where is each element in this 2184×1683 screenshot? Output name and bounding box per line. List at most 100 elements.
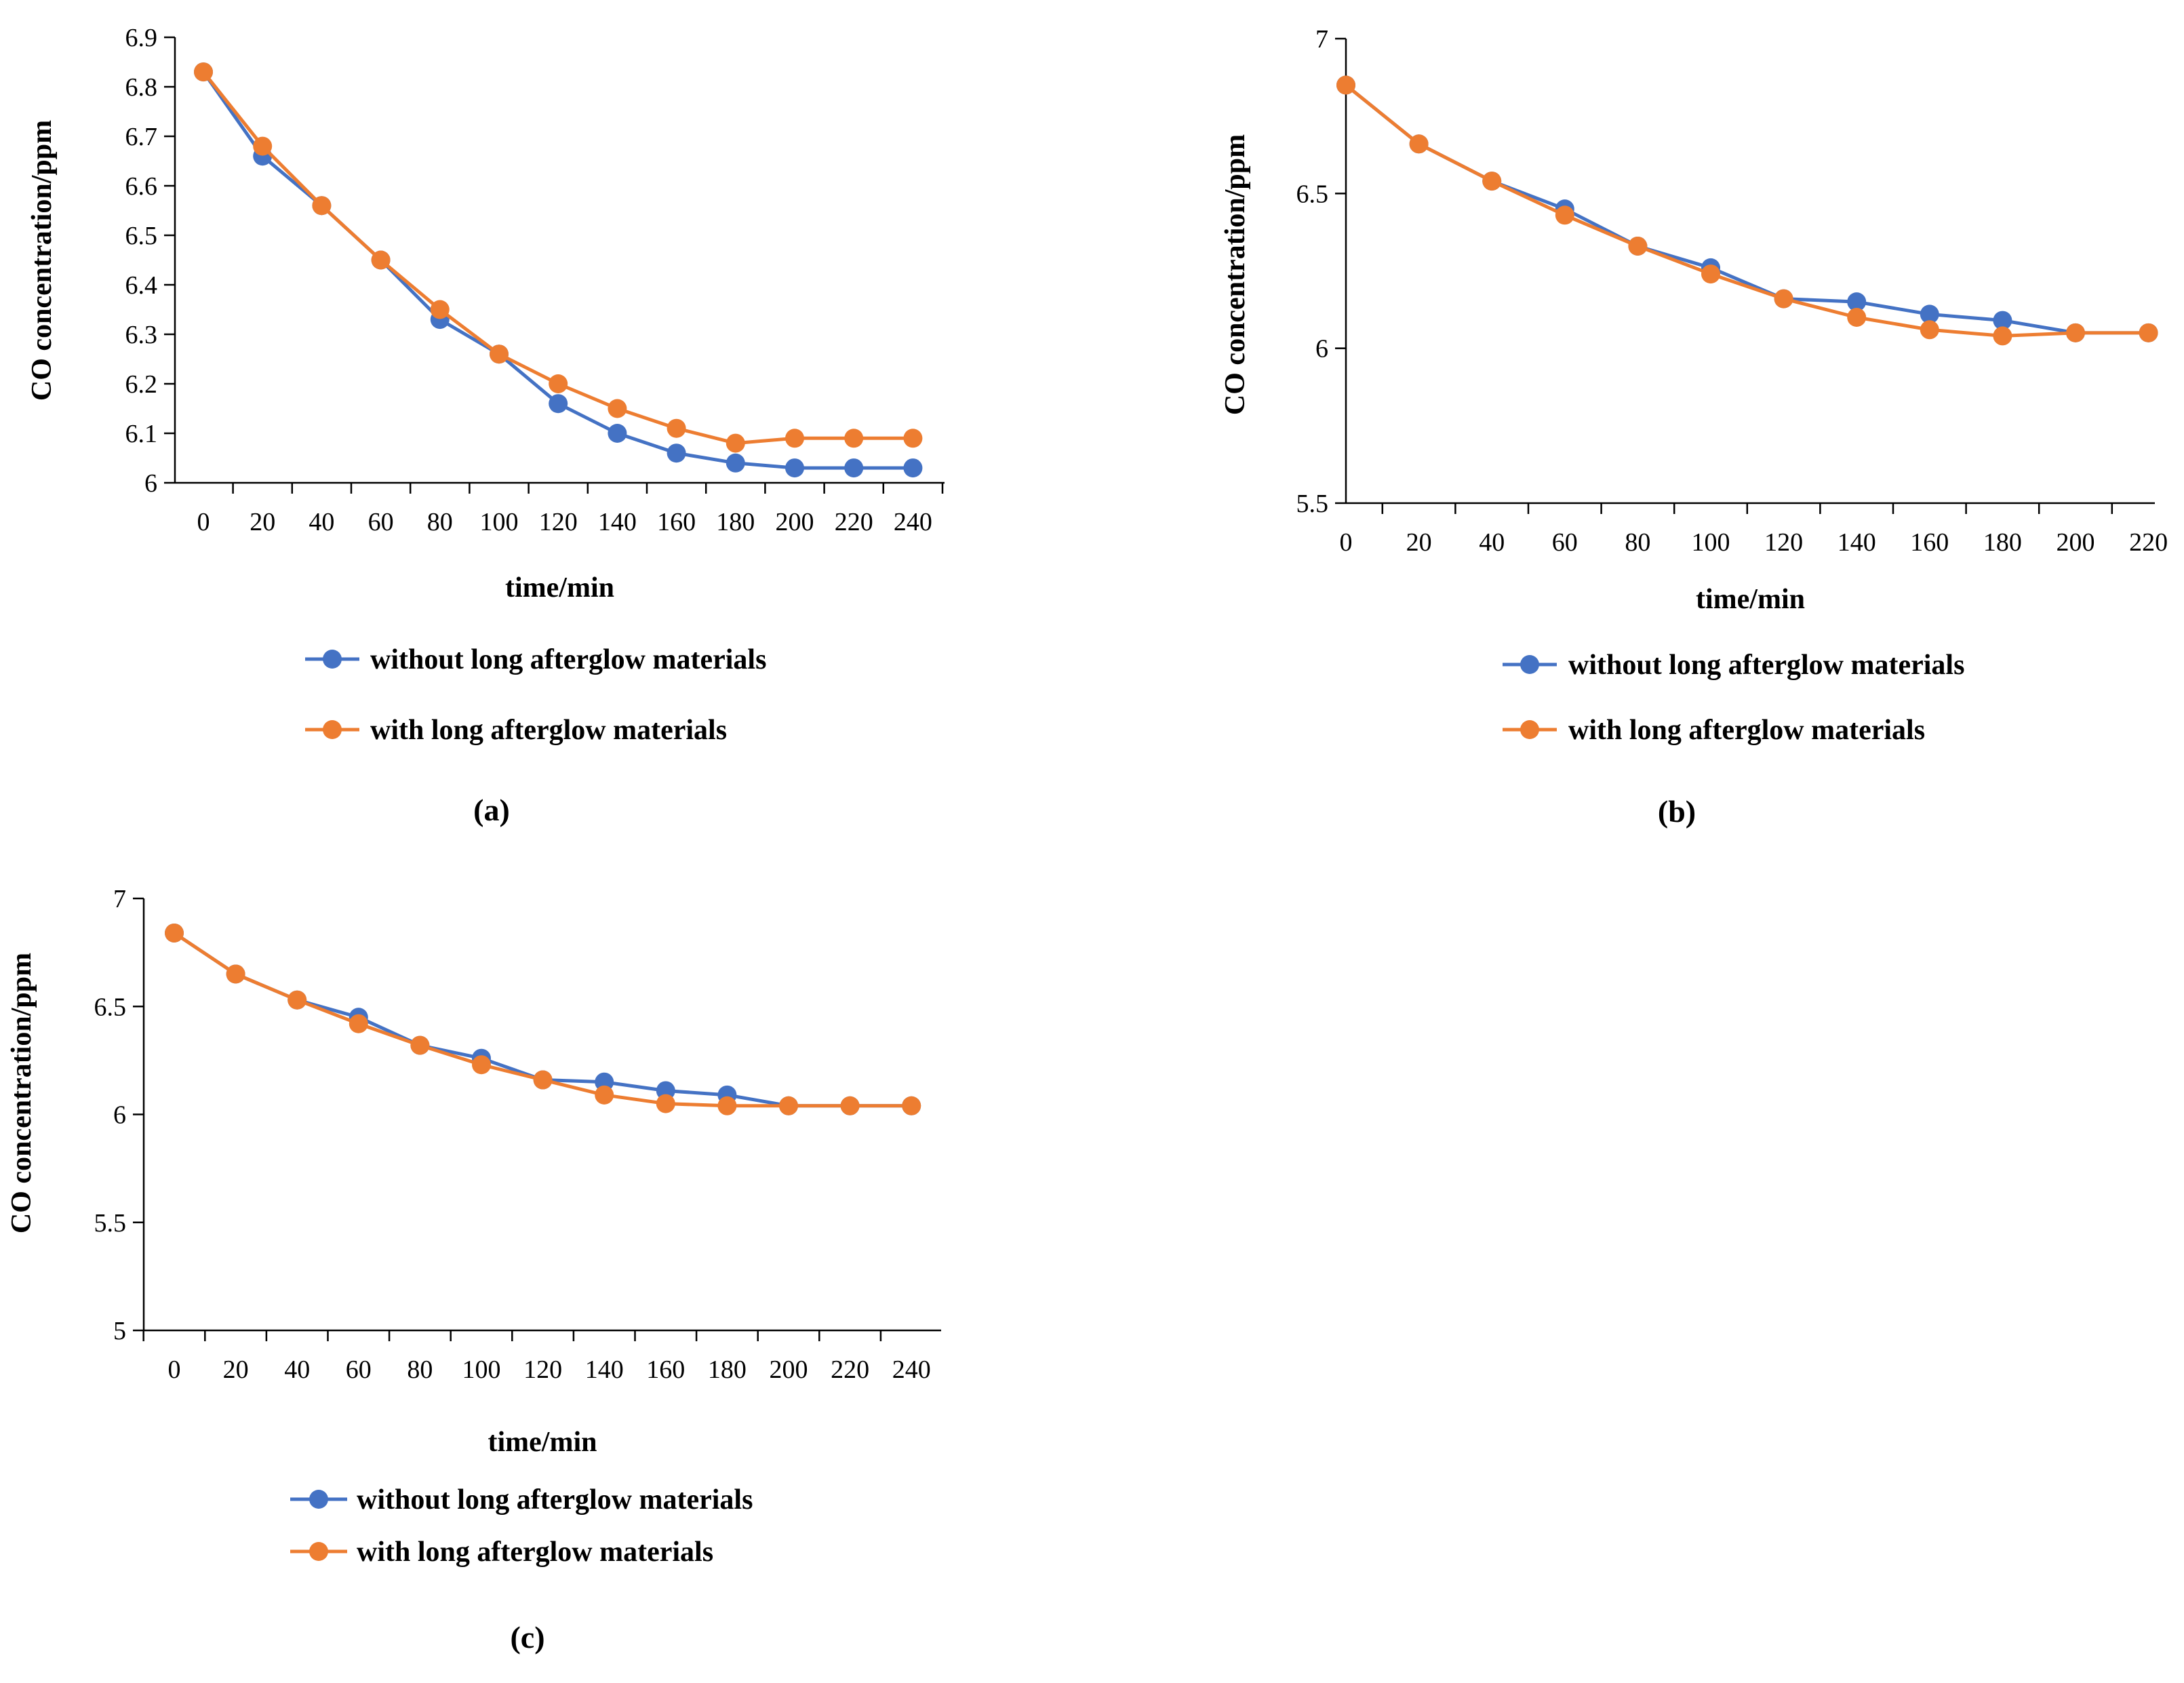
data-point bbox=[726, 433, 745, 453]
data-point bbox=[779, 1096, 798, 1115]
x-tick-label: 120 bbox=[1764, 528, 1803, 557]
series-without-afterglow bbox=[1336, 75, 2158, 342]
x-tick-label: 140 bbox=[585, 1355, 624, 1384]
data-point bbox=[2066, 323, 2085, 342]
x-tick-label: 180 bbox=[1983, 528, 2022, 557]
data-point bbox=[785, 458, 804, 478]
legend-marker-without bbox=[309, 1490, 328, 1509]
data-point bbox=[165, 923, 184, 943]
x-tick-label: 160 bbox=[1910, 528, 1949, 557]
data-point bbox=[371, 250, 391, 270]
series-without-afterglow bbox=[194, 62, 923, 478]
data-point bbox=[656, 1094, 675, 1113]
x-tick-label: 200 bbox=[2057, 528, 2095, 557]
data-point bbox=[253, 136, 273, 156]
x-tick-label: 140 bbox=[598, 508, 637, 536]
data-point bbox=[1920, 304, 1939, 324]
data-point bbox=[717, 1096, 737, 1115]
data-point bbox=[1628, 236, 1648, 256]
series-with-afterglow bbox=[1336, 75, 2158, 346]
y-tick-label: 6.5 bbox=[94, 993, 127, 1021]
legend-label-with: with long afterglow materials bbox=[370, 715, 727, 746]
legend-marker-with bbox=[309, 1542, 328, 1561]
x-axis-title: time/min bbox=[505, 572, 614, 603]
y-tick-label: 6.1 bbox=[125, 420, 158, 448]
data-point bbox=[1555, 205, 1574, 225]
x-tick-label: 20 bbox=[250, 508, 275, 536]
y-tick-label: 7 bbox=[113, 885, 126, 913]
x-tick-label: 180 bbox=[716, 508, 755, 536]
data-point bbox=[903, 429, 923, 448]
data-point bbox=[595, 1085, 614, 1105]
x-tick-label: 220 bbox=[831, 1355, 869, 1384]
legend-label-with: with long afterglow materials bbox=[357, 1537, 713, 1568]
data-point bbox=[287, 990, 307, 1010]
x-tick-label: 60 bbox=[346, 1355, 372, 1384]
data-point bbox=[1701, 264, 1720, 284]
y-tick-label: 6.3 bbox=[125, 321, 158, 349]
data-point bbox=[667, 418, 686, 438]
x-tick-label: 0 bbox=[1340, 528, 1353, 557]
legend-label-without: without long afterglow materials bbox=[370, 644, 766, 675]
data-point bbox=[1847, 308, 1867, 327]
x-tick-label: 60 bbox=[368, 508, 394, 536]
chart-panel-c: 5 5.5 6 6.5 7 0 20 40 60 80 100 120 140 160 180 200 220 2… bbox=[6, 885, 941, 1655]
data-point bbox=[1409, 134, 1429, 154]
x-tick-label: 140 bbox=[1838, 528, 1876, 557]
y-tick-label: 6.9 bbox=[125, 24, 158, 52]
y-tick-label: 6 bbox=[1315, 335, 1328, 363]
y-tick-label: 6 bbox=[144, 469, 157, 498]
data-point bbox=[785, 429, 804, 448]
y-tick-label: 6 bbox=[113, 1101, 126, 1130]
y-tick-label: 6.4 bbox=[125, 271, 158, 300]
legend-marker-without bbox=[323, 650, 342, 669]
y-tick-label: 6.8 bbox=[125, 73, 158, 102]
data-point bbox=[844, 429, 864, 448]
y-tick-label: 6.6 bbox=[125, 172, 158, 201]
data-point bbox=[533, 1070, 553, 1090]
legend-marker-with bbox=[323, 720, 342, 739]
x-tick-label: 220 bbox=[2129, 528, 2168, 557]
legend: without long afterglow materials with lon… bbox=[305, 644, 766, 746]
data-point bbox=[608, 424, 627, 443]
x-tick-label: 40 bbox=[284, 1355, 310, 1384]
data-point bbox=[903, 458, 923, 478]
panel-label-a: (a) bbox=[473, 793, 510, 827]
x-tick-label: 220 bbox=[835, 508, 873, 536]
y-axis-title: CO concentration/ppm bbox=[26, 120, 58, 401]
x-tick-label: 120 bbox=[523, 1355, 562, 1384]
panel-label-b: (b) bbox=[1658, 794, 1696, 829]
x-tick-label: 40 bbox=[1479, 528, 1505, 557]
data-point bbox=[1920, 320, 1939, 340]
x-tick-label: 80 bbox=[1625, 528, 1650, 557]
data-point bbox=[410, 1035, 430, 1055]
y-tick-label: 5 bbox=[113, 1317, 126, 1345]
x-tick-label: 180 bbox=[708, 1355, 747, 1384]
x-tick-label: 160 bbox=[657, 508, 696, 536]
x-tick-label: 80 bbox=[407, 1355, 433, 1384]
data-point bbox=[194, 62, 213, 82]
x-tick-label: 200 bbox=[776, 508, 814, 536]
legend: without long afterglow materials with lon… bbox=[1503, 650, 1964, 746]
y-tick-label: 6.2 bbox=[125, 370, 158, 399]
data-point bbox=[667, 443, 686, 463]
series-line bbox=[1345, 83, 2149, 338]
x-tick-label: 160 bbox=[646, 1355, 685, 1384]
x-tick-label: 60 bbox=[1552, 528, 1578, 557]
x-tick-label: 20 bbox=[1406, 528, 1432, 557]
legend-label-with: with long afterglow materials bbox=[1568, 715, 1925, 746]
data-point bbox=[490, 344, 509, 364]
chart-panel-a: 6 6.1 6.2 6.3 6.4 6.5 6.6 6.7 6.8 6.9 0 20 40 60 80 100… bbox=[26, 24, 945, 827]
legend: without long afterglow materials with lon… bbox=[290, 1484, 753, 1568]
y-tick-label: 6.5 bbox=[125, 222, 158, 250]
x-tick-label: 0 bbox=[168, 1355, 181, 1384]
data-point bbox=[726, 453, 745, 473]
x-tick-label: 240 bbox=[892, 1355, 931, 1384]
legend-label-without: without long afterglow materials bbox=[1568, 650, 1964, 681]
data-point bbox=[2139, 323, 2158, 342]
x-tick-label: 200 bbox=[770, 1355, 808, 1384]
data-point bbox=[608, 399, 627, 418]
data-point bbox=[430, 300, 450, 319]
data-point bbox=[549, 394, 568, 414]
y-tick-label: 5.5 bbox=[94, 1209, 127, 1238]
